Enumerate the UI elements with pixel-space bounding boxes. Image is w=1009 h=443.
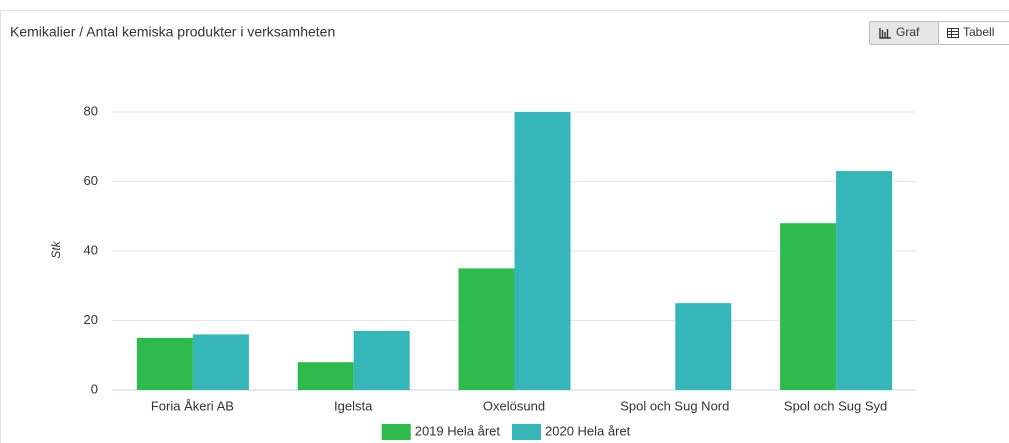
bar (458, 268, 515, 390)
bar (353, 330, 410, 390)
bar (514, 112, 571, 390)
button-bg (938, 21, 1009, 45)
button-label: Graf (896, 25, 920, 39)
bar (836, 171, 893, 390)
tabell-button[interactable]: Tabell (938, 21, 1009, 45)
y-tick-label: 80 (84, 103, 98, 118)
x-tick-label: Oxelösund (483, 398, 545, 413)
y-tick-label: 0 (91, 381, 98, 396)
bar (192, 334, 249, 390)
x-tick-label: Foria Åkeri AB (151, 398, 234, 413)
y-tick-label: 40 (84, 242, 98, 257)
y-tick-label: 60 (84, 173, 98, 188)
x-tick-label: Spol och Sug Syd (784, 398, 887, 413)
x-tick-label: Spol och Sug Nord (620, 398, 729, 413)
x-tick-label: Igelsta (334, 398, 373, 413)
table-icon (947, 28, 959, 38)
legend-label: 2019 Hela året (415, 423, 501, 438)
bar (780, 223, 837, 390)
y-axis-label: Stk (49, 240, 63, 258)
bar (297, 362, 354, 390)
panel-title: Kemikalier / Antal kemiska produkter i v… (10, 24, 335, 40)
bar (136, 337, 193, 390)
graf-button[interactable]: Graf (869, 21, 939, 45)
button-label: Tabell (963, 25, 994, 39)
y-tick-label: 20 (84, 312, 98, 327)
legend-label: 2020 Hela året (545, 423, 631, 438)
bar (675, 303, 732, 390)
chart-icon (879, 28, 891, 39)
legend-swatch (512, 424, 541, 440)
legend-swatch (381, 424, 411, 440)
